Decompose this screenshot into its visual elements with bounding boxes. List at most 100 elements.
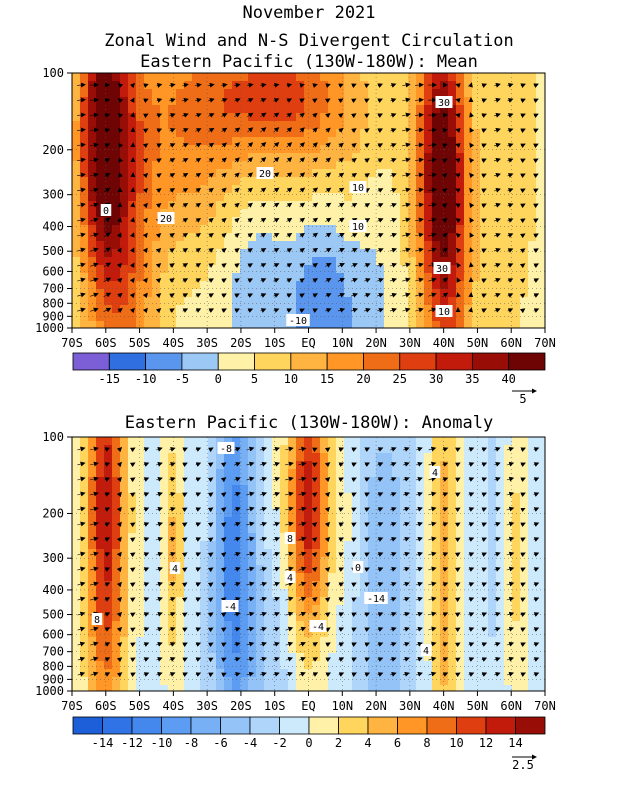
field-cell bbox=[448, 177, 457, 186]
y-tick-label: 800 bbox=[42, 296, 64, 310]
wind-vector bbox=[272, 581, 281, 587]
field-cell bbox=[192, 557, 201, 566]
field-cell bbox=[472, 485, 481, 494]
field-cell bbox=[520, 313, 529, 322]
field-cell bbox=[384, 549, 393, 558]
field-cell bbox=[160, 525, 169, 534]
x-tick-label: 60N bbox=[500, 336, 522, 350]
field-cell bbox=[176, 517, 185, 526]
wind-vector bbox=[493, 142, 501, 148]
field-cell bbox=[216, 273, 225, 282]
field-cell bbox=[424, 145, 433, 154]
field-cell bbox=[128, 677, 137, 686]
field-cell bbox=[464, 685, 473, 692]
field-cell bbox=[144, 201, 153, 210]
field-cell bbox=[272, 161, 281, 170]
wind-vector bbox=[455, 203, 461, 208]
wind-vector bbox=[414, 157, 424, 163]
field-cell bbox=[504, 89, 513, 98]
field-cell bbox=[336, 105, 345, 114]
field-cell bbox=[120, 685, 129, 692]
field-cell bbox=[480, 225, 489, 234]
field-cell bbox=[144, 613, 153, 622]
field-cell bbox=[392, 501, 401, 510]
field-cell bbox=[360, 241, 369, 250]
field-cell bbox=[432, 137, 441, 146]
field-cell bbox=[280, 557, 289, 566]
wind-vector bbox=[520, 522, 526, 528]
field-cell bbox=[440, 453, 449, 462]
field-cell bbox=[392, 241, 401, 250]
field-cell bbox=[368, 517, 377, 526]
field-cell bbox=[168, 297, 177, 306]
field-cell bbox=[152, 669, 161, 678]
field-cell bbox=[232, 589, 241, 598]
field-cell bbox=[456, 581, 465, 590]
field-cell bbox=[240, 201, 249, 210]
field-cell bbox=[536, 145, 545, 154]
field-cell bbox=[80, 621, 89, 630]
wind-vector bbox=[350, 263, 358, 268]
field-cell bbox=[432, 233, 441, 242]
field-cell bbox=[456, 73, 465, 82]
field-cell bbox=[320, 281, 329, 290]
wind-vector bbox=[520, 143, 526, 149]
field-cell bbox=[152, 201, 161, 210]
field-cell bbox=[152, 281, 161, 290]
wind-vector bbox=[442, 492, 449, 497]
field-cell bbox=[440, 653, 449, 662]
field-cell bbox=[360, 525, 369, 534]
field-cell bbox=[144, 437, 153, 446]
wind-vector bbox=[468, 552, 475, 557]
field-cell bbox=[384, 621, 393, 630]
field-cell bbox=[144, 185, 153, 194]
wind-vector bbox=[403, 521, 410, 527]
wind-vector bbox=[234, 248, 240, 253]
field-cell bbox=[104, 177, 113, 186]
field-cell bbox=[232, 233, 241, 242]
wind-vector bbox=[456, 262, 462, 269]
field-cell bbox=[512, 257, 521, 266]
field-cell bbox=[400, 437, 409, 446]
wind-vector bbox=[207, 537, 214, 543]
wind-vector bbox=[337, 232, 345, 238]
field-cell bbox=[448, 281, 457, 290]
field-cell bbox=[368, 321, 377, 329]
field-cell bbox=[256, 565, 265, 574]
field-cell bbox=[408, 469, 417, 478]
wind-vector bbox=[533, 447, 540, 452]
field-cell bbox=[408, 573, 417, 582]
field-cell bbox=[328, 153, 337, 162]
field-cell bbox=[480, 573, 489, 582]
field-cell bbox=[360, 145, 369, 154]
wind-vector bbox=[506, 521, 515, 527]
field-cell bbox=[384, 629, 393, 638]
field-cell bbox=[376, 217, 385, 226]
field-cell bbox=[72, 257, 81, 266]
field-cell bbox=[152, 629, 161, 638]
field-cell bbox=[480, 321, 489, 329]
field-cell bbox=[344, 161, 353, 170]
wind-vector bbox=[273, 202, 280, 208]
field-cell bbox=[184, 265, 193, 274]
field-cell bbox=[192, 121, 201, 130]
field-cell bbox=[216, 597, 225, 606]
field-cell bbox=[128, 281, 137, 290]
field-cell bbox=[328, 549, 337, 558]
field-cell bbox=[416, 437, 425, 446]
field-cell bbox=[280, 581, 289, 590]
wind-vector bbox=[377, 203, 384, 208]
field-cell bbox=[104, 629, 113, 638]
field-cell bbox=[96, 637, 105, 646]
wind-vector bbox=[415, 262, 424, 268]
field-cell bbox=[496, 581, 505, 590]
wind-vector bbox=[169, 293, 175, 299]
wind-vector bbox=[520, 98, 526, 104]
field-cell bbox=[480, 469, 489, 478]
field-cell bbox=[312, 145, 321, 154]
field-cell bbox=[176, 161, 185, 170]
field-cell bbox=[344, 605, 353, 614]
field-cell bbox=[384, 597, 393, 606]
colorbar-level-label: 35 bbox=[465, 372, 479, 386]
field-cell bbox=[208, 281, 217, 290]
